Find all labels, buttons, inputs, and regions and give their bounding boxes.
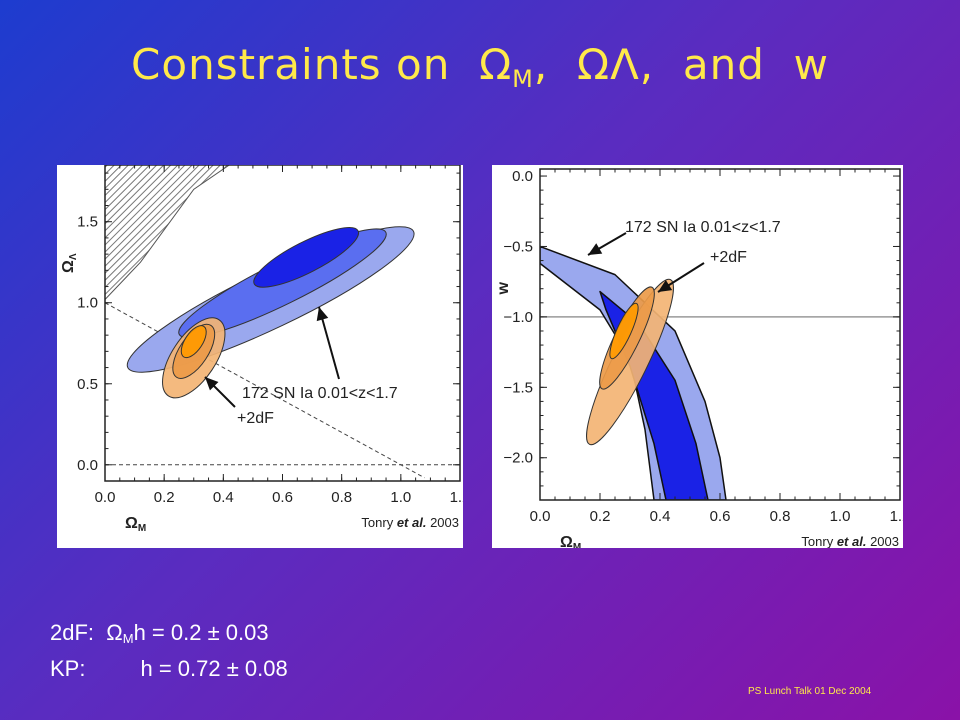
omega-lambda-plot: 0.00.20.40.60.81.01.20.00.51.01.5ΩMΩΛTon… — [57, 165, 463, 548]
title-and: and — [682, 40, 765, 89]
title-omega-m: Ω — [479, 40, 513, 89]
w-omega-plot: 0.0 0.2 0.4 0.6 0.8 1.0 1.2 0.0 −0.5 −1.0 −1.5 −2.0… — [492, 165, 903, 548]
y-axis-label-sub: Λ — [68, 253, 79, 260]
x-axis: 0.0 0.2 0.4 0.6 0.8 1.0 1.2 — [530, 169, 903, 525]
title-omega-lambda: Ω — [576, 40, 611, 89]
x-tick-label: 0.6 — [272, 489, 293, 506]
slide-footer: PS Lunch Talk 01 Dec 2004 — [748, 686, 872, 697]
y-tick-label: 1.5 — [77, 214, 98, 231]
annotation-sn-label: 172 SN Ia 0.01<z<1.7 — [625, 219, 781, 236]
y-tick-label: 0.0 — [512, 168, 533, 185]
w-omega-chart: 0.0 0.2 0.4 0.6 0.8 1.0 1.2 0.0 −0.5 −1.0 −1.5 −2.0… — [495, 168, 903, 548]
x-tick-label: 1.0 — [830, 508, 851, 525]
y-axis: 0.0 0.5 1.0 1.5 — [77, 172, 460, 482]
y-axis: 0.0 −0.5 −1.0 −1.5 −2.0 — [503, 168, 900, 487]
note-2df-value: h = 0.2 ± 0.03 — [133, 620, 269, 645]
arrow-2df-head — [658, 279, 673, 292]
x-axis-label: ΩM — [125, 515, 146, 534]
credit-author: Tonry — [801, 534, 836, 548]
note-2df-sub: M — [122, 631, 134, 646]
credit-etal: et al. — [837, 534, 867, 548]
credit-author: Tonry — [361, 515, 396, 530]
arrow-2df — [657, 262, 705, 293]
y-tick-label: 1.0 — [77, 295, 98, 312]
x-tick-label: 1.0 — [390, 489, 411, 506]
title-lambda: Λ — [610, 40, 640, 89]
x-axis-label-sub: M — [573, 542, 581, 548]
credit-etal: et al. — [397, 515, 427, 530]
x-tick-label: 0.6 — [710, 508, 731, 525]
excluded-region — [105, 165, 231, 301]
x-tick-label: 0.4 — [213, 489, 234, 506]
note-kp: KP: h = 0.72 ± 0.08 — [50, 654, 288, 684]
x-tick-label: 0.0 — [95, 489, 116, 506]
y-tick-label: −1.0 — [503, 309, 533, 326]
x-tick-label: 1.2 — [890, 508, 903, 525]
x-tick-label: 0.2 — [590, 508, 611, 525]
x-axis-label-symbol: Ω — [125, 515, 138, 532]
title-sep2: , — [639, 40, 655, 89]
combined-contour-inner — [180, 325, 207, 359]
note-kp-prefix: KP: — [50, 656, 86, 681]
y-tick-label: −1.5 — [503, 379, 533, 396]
x-tick-label: 0.8 — [770, 508, 791, 525]
y-tick-label: 0.0 — [77, 457, 98, 474]
title-sub-m: M — [512, 65, 534, 93]
credit-year: 2003 — [426, 515, 459, 530]
y-tick-label: 0.5 — [77, 376, 98, 393]
x-tick-label: 0.2 — [154, 489, 175, 506]
x-tick-label: 0.8 — [331, 489, 352, 506]
arrow-sn-head — [588, 243, 603, 255]
credit-year: 2003 — [866, 534, 899, 548]
y-axis-label: ΩΛ — [60, 253, 79, 273]
x-axis-label: ΩM — [560, 534, 581, 548]
slide-title: Constraints on ΩM, ΩΛ, and w — [0, 40, 960, 93]
combined-contour-inner — [609, 302, 639, 360]
x-axis-label-symbol: Ω — [560, 534, 573, 548]
chart-credit: Tonry et al. 2003 — [361, 515, 459, 530]
y-tick-label: −2.0 — [503, 450, 533, 467]
annotation-sn-label: 172 SN Ia 0.01<z<1.7 — [242, 385, 398, 402]
plot-area — [540, 245, 900, 500]
x-tick-label: 1.2 — [450, 489, 463, 506]
arrow-sn-head — [316, 307, 329, 322]
x-tick-label: 0.0 — [530, 508, 551, 525]
note-2df-prefix: 2dF: — [50, 620, 95, 645]
x-axis-label-sub: M — [138, 523, 146, 534]
title-text: Constraints on — [131, 40, 451, 89]
y-tick-label: −0.5 — [503, 238, 533, 255]
note-2df: 2dF: ΩMh = 0.2 ± 0.03 — [50, 618, 288, 654]
arrow-sn — [587, 232, 627, 256]
sn-contour-inner — [253, 227, 360, 288]
y-axis-label: w — [495, 282, 512, 296]
arrow-2df — [204, 376, 236, 408]
title-w: w — [793, 40, 829, 89]
notes: 2dF: ΩMh = 0.2 ± 0.03 KP: h = 0.72 ± 0.0… — [50, 618, 288, 684]
note-kp-value: h = 0.72 ± 0.08 — [140, 656, 288, 681]
arrow-sn — [316, 306, 340, 380]
x-axis: 0.0 0.2 0.4 0.6 0.8 1.0 1.2 — [95, 165, 463, 506]
annotation-2df-label: +2dF — [237, 410, 274, 427]
title-sep1: , — [533, 40, 549, 89]
chart-credit: Tonry et al. 2003 — [801, 534, 899, 548]
arrow-2df-head — [205, 377, 219, 391]
note-2df-omega: Ω — [106, 620, 123, 645]
omega-lambda-chart: 0.00.20.40.60.81.01.20.00.51.01.5ΩMΩΛTon… — [60, 165, 463, 534]
annotation-2df-label: +2dF — [710, 249, 747, 266]
y-axis-label-symbol: Ω — [60, 260, 77, 273]
x-tick-label: 0.4 — [650, 508, 671, 525]
plot-area — [105, 165, 460, 479]
reference-line-2 — [105, 302, 425, 479]
y-axis-label-symbol: w — [495, 282, 512, 296]
